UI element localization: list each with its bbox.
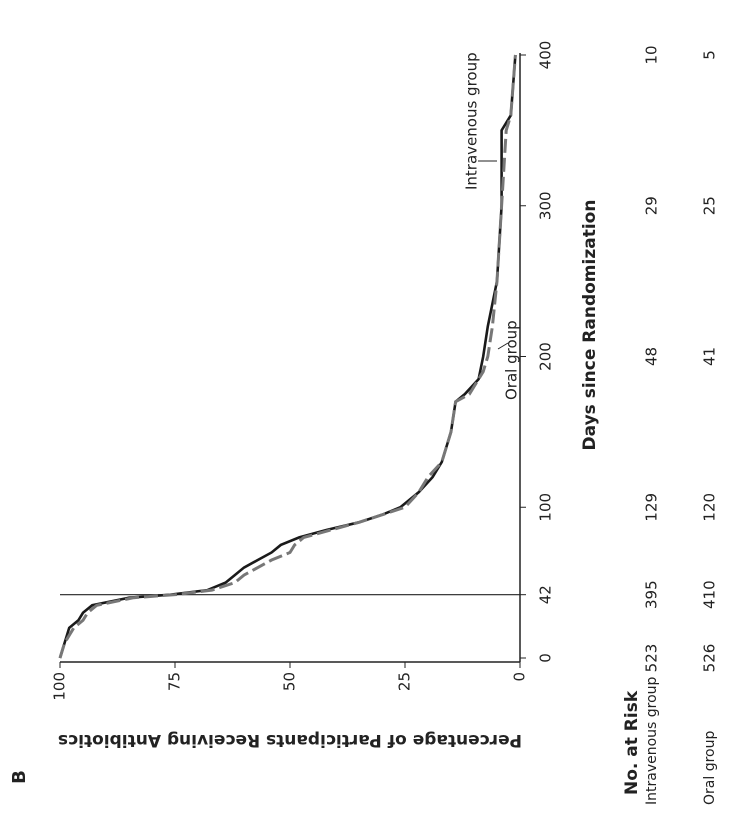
risk-row-label: Oral group xyxy=(702,731,718,805)
x-tick-label: 400 xyxy=(537,41,555,70)
risk-value: 410 xyxy=(701,580,719,609)
panel-label: B xyxy=(9,770,30,784)
risk-value: 41 xyxy=(701,347,719,366)
curve-label: Intravenous group xyxy=(463,52,481,190)
y-tick-label: 0 xyxy=(511,672,529,682)
rotated-plot: 0 42 100 200 300 400 0 25 50 75 100 Days since Rand… xyxy=(9,41,719,805)
risk-value: 29 xyxy=(643,196,661,215)
x-tick-label: 300 xyxy=(537,191,555,220)
risk-value: 120 xyxy=(701,493,719,522)
x-axis-title: Days since Randomization xyxy=(580,200,600,451)
risk-value: 25 xyxy=(701,196,719,215)
risk-value: 526 xyxy=(701,644,719,673)
y-tick-label: 100 xyxy=(51,672,69,701)
y-tick-label: 50 xyxy=(281,672,299,691)
risk-value: 523 xyxy=(643,644,661,673)
x-tick-label: 0 xyxy=(537,653,555,663)
risk-row-label: Intravenous group xyxy=(644,676,660,805)
y-axis-title: Percentage of Participants Receiving Ant… xyxy=(58,730,522,750)
risk-table-title: No. at Risk xyxy=(622,690,642,795)
x-tick-label: 42 xyxy=(537,585,555,604)
curve-label: Oral group xyxy=(503,320,521,400)
risk-value: 5 xyxy=(701,50,719,60)
x-tick-label: 200 xyxy=(537,342,555,371)
survival-curve xyxy=(58,54,517,659)
risk-value: 395 xyxy=(643,580,661,609)
survival-curve xyxy=(58,54,517,659)
x-tick-label: 100 xyxy=(537,493,555,522)
risk-value: 129 xyxy=(643,493,661,522)
y-tick-label: 25 xyxy=(396,672,414,691)
y-tick-label: 75 xyxy=(166,672,184,691)
annotation-pointer xyxy=(497,342,509,350)
risk-value: 48 xyxy=(643,347,661,366)
risk-value: 10 xyxy=(643,45,661,64)
